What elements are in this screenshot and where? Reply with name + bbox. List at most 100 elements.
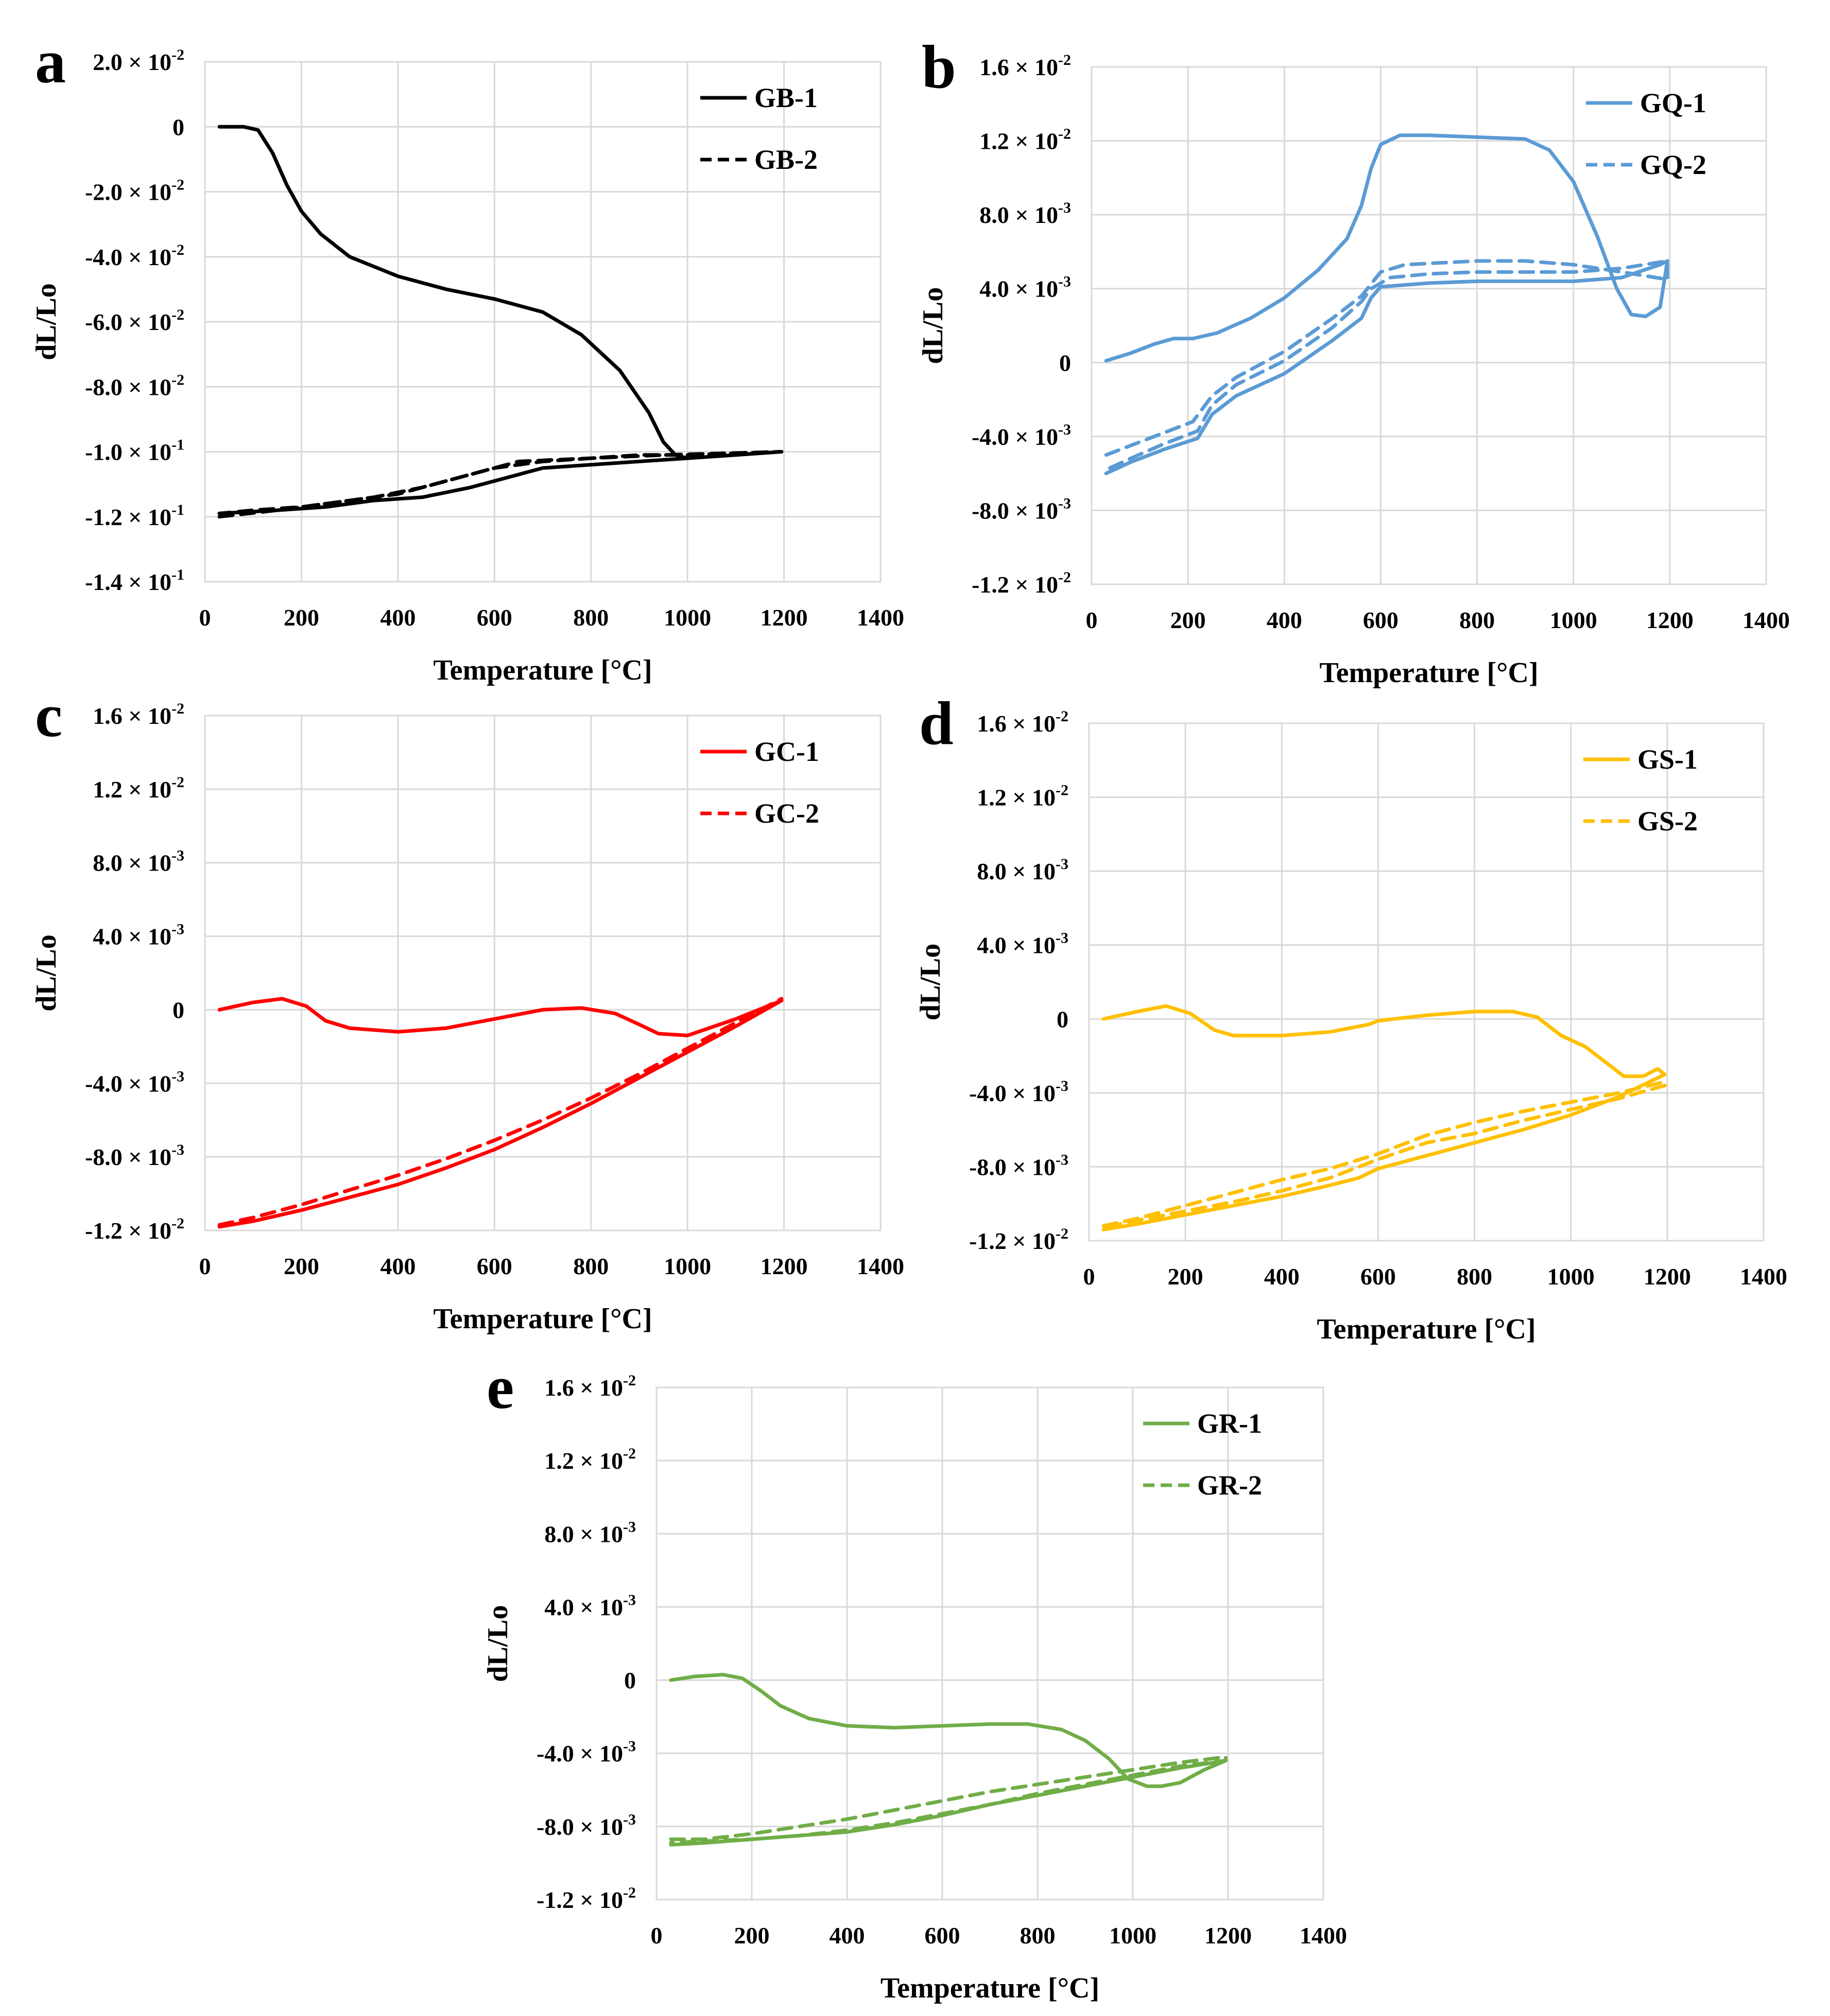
x-axis-title-e: Temperature [°C] bbox=[881, 1972, 1099, 2004]
x-tick-label-e: 400 bbox=[830, 1922, 865, 1949]
panel-label-b: b bbox=[922, 32, 956, 101]
y-tick-label-e: 1.2 × 10-2 bbox=[544, 1445, 636, 1474]
y-tick-mantissa-c: 1.2 × 10 bbox=[93, 776, 171, 803]
y-tick-label-c: 8.0 × 10-3 bbox=[93, 847, 184, 876]
legend-label-gs-2: GS-2 bbox=[1637, 806, 1698, 837]
y-tick-exponent-c: -3 bbox=[171, 1141, 184, 1158]
y-tick-exponent-e: -3 bbox=[623, 1738, 636, 1755]
y-tick-exponent-e: -3 bbox=[623, 1518, 636, 1535]
x-tick-label-a: 1400 bbox=[857, 604, 904, 631]
legend-label-gr-1: GR-1 bbox=[1197, 1408, 1262, 1439]
x-tick-label-e: 200 bbox=[734, 1922, 770, 1949]
x-tick-label-b: 800 bbox=[1459, 607, 1495, 633]
series-line-gq-1 bbox=[1104, 133, 1669, 476]
y-tick-label-d: 4.0 × 10-3 bbox=[977, 930, 1068, 959]
y-tick-exponent-c: -3 bbox=[171, 847, 184, 864]
y-tick-mantissa-d: 0 bbox=[1057, 1006, 1068, 1032]
y-tick-label-d: 1.2 × 10-2 bbox=[977, 782, 1068, 811]
y-tick-exponent-d: -3 bbox=[1056, 930, 1068, 947]
panel-label-a: a bbox=[35, 27, 66, 96]
y-tick-label-d: -4.0 × 10-3 bbox=[969, 1077, 1068, 1106]
y-tick-label-b: 1.6 × 10-2 bbox=[979, 51, 1071, 80]
x-tick-label-d: 0 bbox=[1083, 1263, 1095, 1290]
y-tick-exponent-c: -2 bbox=[171, 1215, 184, 1232]
x-tick-label-a: 1000 bbox=[664, 604, 711, 631]
y-tick-mantissa-d: 1.2 × 10 bbox=[977, 785, 1056, 811]
y-tick-mantissa-b: 1.2 × 10 bbox=[979, 128, 1058, 154]
series-line-gr-2 bbox=[669, 1755, 1228, 1845]
y-tick-exponent-d: -3 bbox=[1056, 1077, 1068, 1094]
y-tick-label-a: -1.2 × 10-1 bbox=[85, 501, 184, 530]
y-tick-mantissa-a: -1.2 × 10 bbox=[85, 504, 171, 530]
y-tick-mantissa-c: -1.2 × 10 bbox=[85, 1218, 171, 1244]
x-tick-label-e: 800 bbox=[1020, 1922, 1056, 1949]
y-tick-mantissa-c: 8.0 × 10 bbox=[93, 850, 171, 876]
y-tick-label-a: -1.0 × 10-1 bbox=[85, 437, 184, 465]
series-line-gr-1 bbox=[669, 1673, 1228, 1847]
plot-area-e bbox=[655, 1386, 1324, 1901]
y-tick-label-c: 0 bbox=[172, 997, 184, 1023]
y-tick-mantissa-b: 1.6 × 10 bbox=[979, 54, 1058, 80]
y-tick-mantissa-d: 1.6 × 10 bbox=[977, 710, 1056, 737]
y-tick-mantissa-e: -8.0 × 10 bbox=[537, 1814, 623, 1840]
y-axis-title-a: dL/Lo bbox=[30, 283, 62, 360]
panel-label-e: e bbox=[487, 1353, 514, 1421]
y-tick-label-d: 8.0 × 10-3 bbox=[977, 856, 1068, 884]
y-tick-exponent-b: -3 bbox=[1058, 199, 1071, 216]
y-tick-mantissa-d: -8.0 × 10 bbox=[969, 1154, 1056, 1180]
y-tick-label-b: 8.0 × 10-3 bbox=[979, 199, 1071, 228]
y-tick-mantissa-b: 0 bbox=[1059, 350, 1071, 376]
y-tick-exponent-b: -3 bbox=[1058, 273, 1071, 290]
y-tick-exponent-b: -2 bbox=[1058, 569, 1071, 586]
y-tick-mantissa-d: -1.2 × 10 bbox=[969, 1228, 1056, 1254]
x-tick-label-b: 600 bbox=[1363, 607, 1399, 633]
x-tick-label-a: 1200 bbox=[761, 604, 808, 631]
y-tick-mantissa-c: 0 bbox=[172, 997, 184, 1023]
y-tick-mantissa-e: -1.2 × 10 bbox=[537, 1887, 623, 1913]
y-tick-label-e: 8.0 × 10-3 bbox=[544, 1518, 636, 1547]
x-tick-label-c: 1200 bbox=[761, 1253, 808, 1279]
x-tick-label-d: 200 bbox=[1168, 1263, 1203, 1290]
y-tick-label-b: -8.0 × 10-3 bbox=[972, 495, 1071, 524]
y-tick-exponent-d: -2 bbox=[1056, 708, 1068, 725]
y-tick-exponent-a: -2 bbox=[171, 241, 184, 258]
x-tick-label-c: 1400 bbox=[857, 1253, 904, 1279]
x-axis-title-a: Temperature [°C] bbox=[433, 654, 652, 686]
y-axis-title-c: dL/Lo bbox=[30, 934, 62, 1011]
y-tick-label-d: -8.0 × 10-3 bbox=[969, 1151, 1068, 1180]
y-tick-mantissa-a: -4.0 × 10 bbox=[85, 244, 171, 270]
y-tick-mantissa-e: 8.0 × 10 bbox=[544, 1521, 623, 1547]
x-tick-label-e: 600 bbox=[925, 1922, 960, 1949]
legend-label-gb-1: GB-1 bbox=[754, 82, 818, 113]
plot-area-d bbox=[1088, 722, 1765, 1242]
x-tick-label-c: 1000 bbox=[664, 1253, 711, 1279]
x-tick-label-d: 1200 bbox=[1644, 1263, 1691, 1290]
y-tick-mantissa-c: -8.0 × 10 bbox=[85, 1144, 171, 1170]
y-tick-exponent-e: -3 bbox=[623, 1811, 636, 1828]
y-tick-mantissa-e: -4.0 × 10 bbox=[537, 1741, 623, 1767]
y-tick-mantissa-a: 2.0 × 10 bbox=[93, 49, 171, 75]
y-tick-label-a: -8.0 × 10-2 bbox=[85, 371, 184, 400]
y-tick-exponent-b: -2 bbox=[1058, 51, 1071, 68]
y-tick-mantissa-a: -8.0 × 10 bbox=[85, 374, 171, 400]
x-tick-label-b: 400 bbox=[1267, 607, 1302, 633]
y-tick-exponent-c: -3 bbox=[171, 1068, 184, 1085]
y-tick-label-a: -4.0 × 10-2 bbox=[85, 241, 184, 270]
x-tick-label-a: 400 bbox=[380, 604, 416, 631]
y-axis-title-b: dL/Lo bbox=[917, 287, 949, 364]
y-tick-exponent-b: -2 bbox=[1058, 126, 1071, 143]
y-tick-label-e: -8.0 × 10-3 bbox=[537, 1811, 636, 1840]
series-line-gc-1 bbox=[217, 997, 784, 1229]
y-tick-mantissa-b: 8.0 × 10 bbox=[979, 202, 1058, 228]
y-axis-title-e: dL/Lo bbox=[482, 1605, 514, 1682]
y-tick-label-b: 1.2 × 10-2 bbox=[979, 126, 1071, 154]
y-tick-label-c: -8.0 × 10-3 bbox=[85, 1141, 184, 1170]
y-tick-exponent-c: -2 bbox=[171, 700, 184, 717]
plot-area-b bbox=[1091, 66, 1767, 585]
y-tick-mantissa-b: -4.0 × 10 bbox=[972, 424, 1058, 450]
x-tick-label-a: 600 bbox=[477, 604, 512, 631]
